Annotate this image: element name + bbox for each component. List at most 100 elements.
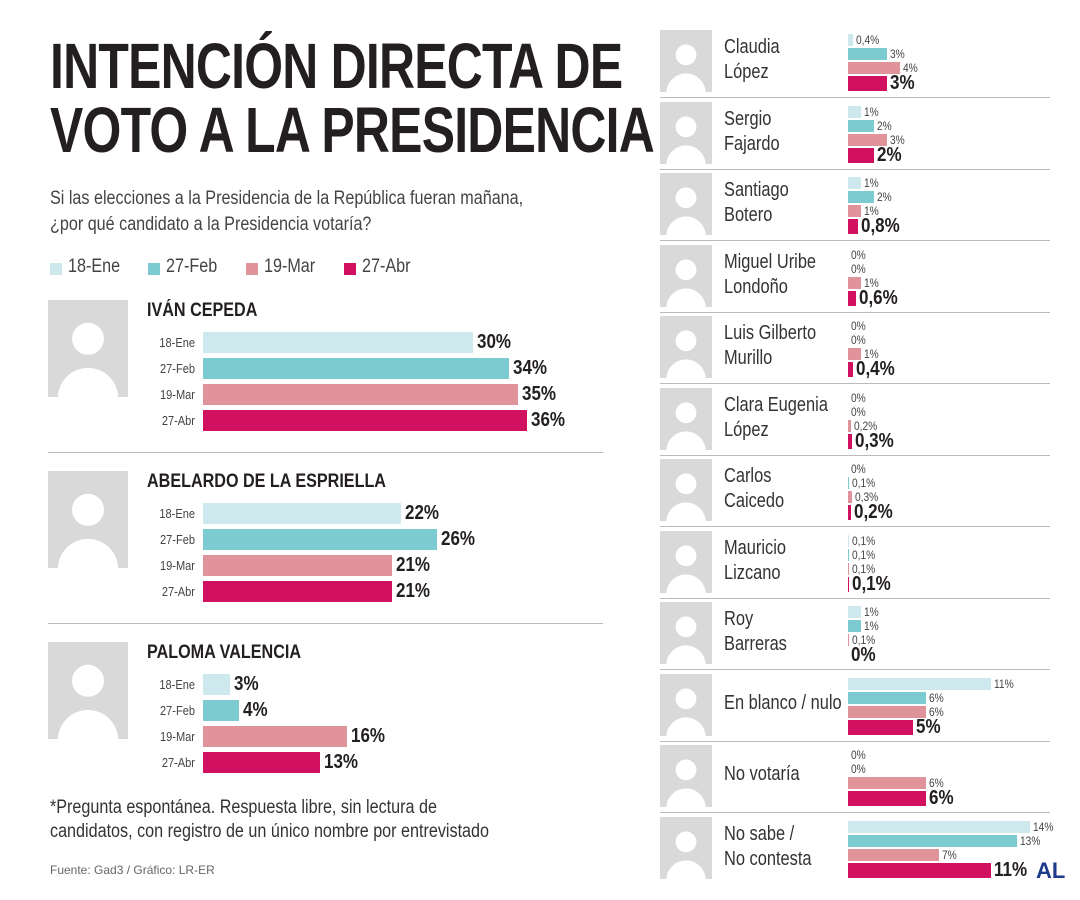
value-label: 6% bbox=[929, 690, 944, 705]
bar bbox=[848, 147, 874, 163]
series-label: 27-Abr bbox=[161, 413, 195, 428]
photo bbox=[48, 642, 128, 739]
value-label: 0% bbox=[851, 404, 866, 419]
value-label: 36% bbox=[531, 409, 566, 431]
legend-label: 18-Ene bbox=[68, 256, 121, 277]
bar bbox=[848, 362, 854, 377]
value-label: 0,1% bbox=[852, 633, 876, 647]
value-label: 13% bbox=[324, 751, 359, 773]
bar bbox=[848, 719, 913, 735]
separator bbox=[660, 526, 1050, 527]
value-label: 11% bbox=[994, 676, 1014, 691]
series-label: 19-Mar bbox=[159, 558, 195, 573]
bar bbox=[848, 576, 850, 592]
chart-subtitle: Si las elecciones a la Presidencia de la… bbox=[50, 188, 524, 235]
value-label: 0% bbox=[851, 319, 866, 333]
bar bbox=[848, 820, 1030, 833]
value-label: 21% bbox=[396, 554, 431, 576]
separator bbox=[660, 383, 1050, 384]
value-label: 1% bbox=[864, 619, 879, 633]
bar bbox=[848, 705, 926, 718]
value-label: 0,2% bbox=[853, 418, 877, 433]
bar bbox=[848, 105, 861, 118]
candidate-name: PALOMA VALENCIA bbox=[147, 642, 302, 663]
candidate-name: No sabe / No contesta bbox=[724, 822, 812, 870]
value-label: 0% bbox=[851, 390, 866, 405]
bar bbox=[203, 555, 392, 576]
silhouette bbox=[666, 115, 706, 164]
candidate-name: ABELARDO DE LA ESPRIELLA bbox=[147, 471, 386, 492]
legend-label: 27-Abr bbox=[362, 256, 411, 277]
photo bbox=[660, 673, 712, 736]
series-label: 18-Ene bbox=[159, 335, 195, 350]
series-label: 27-Feb bbox=[159, 361, 195, 376]
value-label: 0% bbox=[851, 261, 866, 276]
candidate-name: En blanco / nulo bbox=[724, 691, 842, 714]
silhouette bbox=[666, 473, 706, 521]
bar bbox=[848, 276, 861, 289]
bar bbox=[848, 834, 1017, 847]
logo: AL bbox=[1036, 858, 1066, 883]
bar bbox=[203, 700, 239, 721]
photo bbox=[660, 316, 712, 378]
candidate-name: Santiago Botero bbox=[724, 179, 789, 226]
bar bbox=[848, 419, 851, 432]
value-label: 2% bbox=[877, 143, 902, 166]
value-label: 35% bbox=[522, 383, 557, 405]
value-label: 6% bbox=[929, 704, 944, 719]
value-label: 2% bbox=[877, 190, 892, 204]
bar bbox=[848, 433, 852, 449]
bar bbox=[848, 777, 926, 789]
silhouette bbox=[666, 187, 706, 235]
bar bbox=[203, 358, 509, 379]
value-label: 0% bbox=[851, 748, 866, 762]
legend-label: 19-Mar bbox=[264, 256, 316, 277]
value-label: 0,8% bbox=[861, 215, 901, 237]
series-label: 19-Mar bbox=[159, 387, 195, 402]
series-label: 27-Feb bbox=[159, 703, 195, 718]
value-label: 30% bbox=[477, 331, 512, 353]
separator bbox=[660, 97, 1050, 98]
bar bbox=[848, 534, 850, 547]
value-label: 4% bbox=[243, 699, 268, 721]
value-label: 0,3% bbox=[854, 490, 879, 504]
bar bbox=[848, 862, 991, 878]
value-label: 0,1% bbox=[852, 561, 876, 576]
photo bbox=[660, 459, 712, 521]
bar bbox=[848, 562, 850, 575]
value-label: 0,3% bbox=[854, 429, 894, 452]
candidate-name: Clara Eugenia López bbox=[724, 393, 828, 441]
bar bbox=[848, 505, 851, 520]
value-label: 0% bbox=[851, 247, 866, 262]
silhouette bbox=[666, 44, 706, 92]
legend-swatch bbox=[344, 263, 356, 275]
silhouette bbox=[57, 322, 119, 397]
value-label: 0% bbox=[851, 644, 876, 666]
bar bbox=[848, 348, 861, 360]
silhouette bbox=[666, 687, 706, 736]
value-label: 16% bbox=[351, 725, 386, 747]
value-label: 13% bbox=[1020, 833, 1041, 848]
value-label: 1% bbox=[864, 176, 879, 190]
bar bbox=[848, 62, 900, 74]
bar bbox=[848, 48, 887, 60]
bar bbox=[848, 691, 926, 704]
chart-title: INTENCIÓN DIRECTA DE VOTO A LA PRESIDENC… bbox=[50, 30, 655, 166]
silhouette bbox=[666, 401, 706, 450]
silhouette bbox=[666, 759, 706, 807]
value-label: 3% bbox=[234, 673, 259, 695]
bar bbox=[848, 76, 887, 91]
value-label: 3% bbox=[890, 132, 905, 147]
bar bbox=[848, 848, 939, 861]
candidate-name: Mauricio Lizcano bbox=[724, 536, 786, 584]
candidate-name: Luis Gilberto Murillo bbox=[724, 322, 817, 369]
silhouette bbox=[57, 664, 119, 739]
bar bbox=[848, 177, 861, 189]
value-label: 1% bbox=[864, 347, 879, 361]
separator bbox=[48, 452, 603, 453]
bar bbox=[848, 290, 856, 306]
value-label: 0,1% bbox=[852, 547, 876, 562]
value-label: 0,4% bbox=[856, 358, 895, 380]
value-label: 4% bbox=[903, 61, 918, 75]
separator bbox=[48, 623, 603, 624]
